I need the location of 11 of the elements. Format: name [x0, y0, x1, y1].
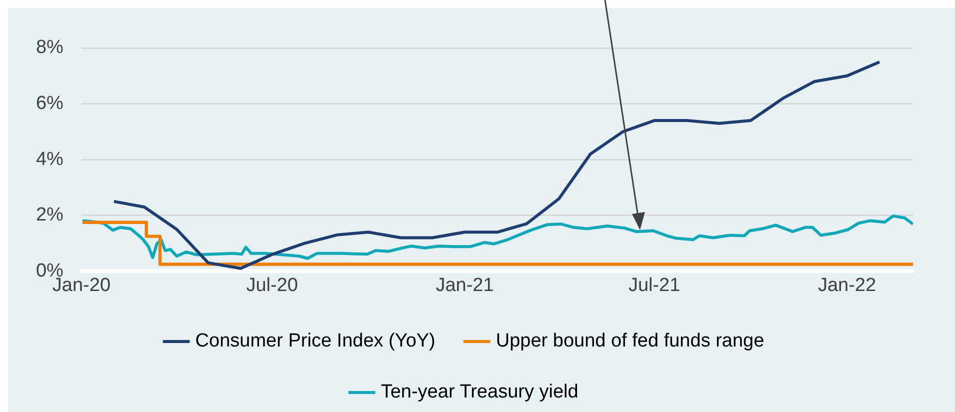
y-tick-label: 4%	[36, 148, 64, 170]
legend-label: Upper bound of fed funds range	[496, 330, 764, 352]
x-tick-label: Jan-22	[818, 274, 876, 296]
legend-label: Ten-year Treasury yield	[380, 382, 578, 403]
x-tick-label: Jul-21	[628, 274, 680, 296]
y-tick-label: 2%	[36, 204, 64, 226]
y-tick-label: 8%	[36, 37, 64, 58]
y-tick-label: 6%	[36, 93, 64, 114]
legend-label: Consumer Price Index (YoY)	[195, 330, 436, 352]
x-tick-label: Jul-20	[246, 274, 298, 296]
x-tick-label: Jan-21	[436, 274, 494, 296]
